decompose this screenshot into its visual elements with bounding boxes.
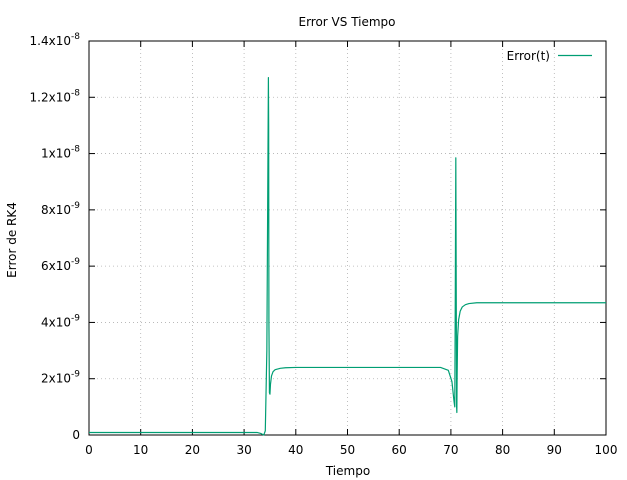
y-tick-label-base: 2x10: [41, 372, 71, 386]
plot-frame: [88, 40, 607, 436]
x-tick-label: 60: [392, 443, 407, 457]
y-tick-label: 8x10-9: [41, 201, 80, 217]
y-tick-label-exponent: -9: [71, 313, 80, 323]
y-tick-label: 1.4x10-8: [30, 32, 81, 48]
y-tick-label-exponent: -9: [71, 201, 80, 211]
y-tick-label-exponent: -8: [71, 145, 80, 155]
y-tick-label-base: 1.4x10: [30, 34, 71, 48]
y-tick-label-base: 0: [72, 428, 80, 442]
legend: Error(t): [507, 49, 592, 63]
x-tick-label: 0: [85, 443, 93, 457]
y-tick-label-base: 1.2x10: [30, 90, 71, 104]
y-tick-label-exponent: -8: [71, 88, 80, 98]
y-tick-label: 1.2x10-8: [30, 88, 81, 104]
y-tick-label-base: 1x10: [41, 147, 71, 161]
y-tick-label: 2x10-9: [41, 370, 80, 386]
x-tick-label: 100: [595, 443, 618, 457]
y-tick-label-base: 8x10: [41, 203, 71, 217]
x-tick-label: 70: [443, 443, 458, 457]
x-axis: 0 10 20 30 40 50 60 70 80 90 100: [85, 41, 617, 457]
series-line-0: [89, 76, 606, 436]
y-tick-label-exponent: -8: [71, 32, 80, 42]
x-axis-label: Tiempo: [325, 464, 370, 478]
y-tick-label-exponent: -9: [71, 370, 80, 380]
x-tick-label: 40: [288, 443, 303, 457]
y-tick-label-base: 6x10: [41, 259, 71, 273]
x-tick-label: 20: [185, 443, 200, 457]
x-tick-label: 30: [236, 443, 251, 457]
y-tick-label: 4x10-9: [41, 313, 80, 329]
y-tick-label: 1x10-8: [41, 145, 80, 161]
legend-label: Error(t): [507, 49, 550, 63]
y-axis-label: Error de RK4: [5, 202, 19, 278]
chart-title: Error VS Tiempo: [298, 15, 395, 29]
y-tick-label: 6x10-9: [41, 257, 80, 273]
y-tick-label-base: 4x10: [41, 315, 71, 329]
x-tick-label: 90: [547, 443, 562, 457]
series-layer: [89, 76, 606, 436]
y-axis: 02x10-94x10-96x10-98x10-91x10-81.2x10-81…: [30, 32, 606, 442]
grid-lines: [89, 41, 606, 435]
x-tick-label: 10: [133, 443, 148, 457]
x-tick-label: 80: [495, 443, 510, 457]
x-tick-label: 50: [340, 443, 355, 457]
y-tick-label: 0: [72, 428, 80, 442]
y-tick-label-exponent: -9: [71, 257, 80, 267]
